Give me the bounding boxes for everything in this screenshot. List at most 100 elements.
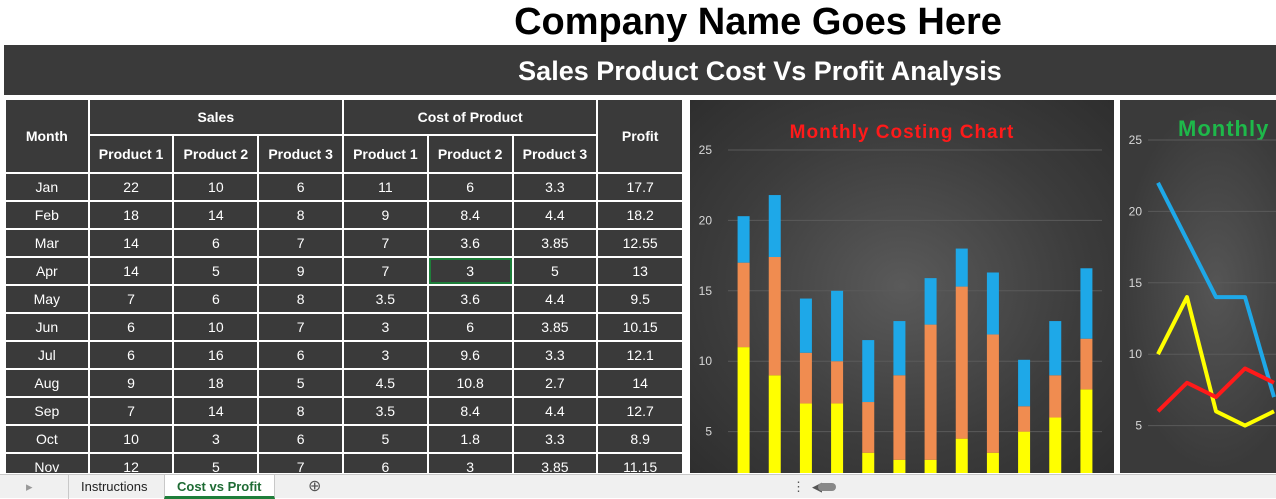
cell-cost-p1[interactable]: 7 (341, 256, 429, 286)
scroll-left-icon[interactable]: ◀ (812, 479, 822, 494)
cell-cost-p3[interactable]: 3.3 (511, 340, 599, 370)
cell-profit[interactable]: 8.9 (596, 424, 684, 454)
cell-sales-p2[interactable]: 6 (172, 284, 260, 314)
tab-cost-vs-profit[interactable]: Cost vs Profit (164, 475, 275, 499)
more-options-icon[interactable]: ⋮ (792, 479, 805, 494)
cost-product-3-header[interactable]: Product 3 (511, 134, 599, 174)
cell-sales-p3[interactable]: 6 (257, 172, 344, 202)
cell-sales-p1[interactable]: 14 (87, 256, 175, 286)
cell-cost-p1[interactable]: 11 (341, 172, 429, 202)
cell-sales-p2[interactable]: 5 (172, 256, 260, 286)
cell-sales-p1[interactable]: 6 (87, 312, 175, 342)
cell-sales-p3[interactable]: 8 (257, 396, 344, 426)
plus-circle-icon[interactable]: ⊕ (308, 478, 322, 495)
cell-profit[interactable]: 17.7 (596, 172, 684, 202)
profit-header[interactable]: Profit (596, 98, 684, 174)
cell-profit[interactable]: 13 (596, 256, 684, 286)
month-header[interactable]: Month (4, 98, 90, 174)
cell-sales-p3[interactable]: 8 (257, 200, 344, 230)
cell-cost-p1[interactable]: 9 (341, 200, 429, 230)
cell-month[interactable]: Aug (4, 368, 90, 398)
cell-cost-p2[interactable]: 3.6 (426, 284, 514, 314)
cell-month[interactable]: Apr (4, 256, 90, 286)
cell-month[interactable]: Sep (4, 396, 90, 426)
cell-sales-p2[interactable]: 5 (172, 452, 260, 473)
sales-product-2-header[interactable]: Product 2 (172, 134, 260, 174)
cell-cost-p1[interactable]: 3.5 (341, 396, 429, 426)
cell-cost-p1[interactable]: 3 (341, 340, 429, 370)
sales-product-1-header[interactable]: Product 1 (87, 134, 175, 174)
cell-sales-p1[interactable]: 6 (87, 340, 175, 370)
triangle-left-icon[interactable]: ▸ (26, 479, 33, 494)
cell-cost-p2[interactable]: 3 (426, 256, 514, 286)
cell-sales-p2[interactable]: 6 (172, 228, 260, 258)
cell-month[interactable]: Nov (4, 452, 90, 473)
cell-cost-p2[interactable]: 8.4 (426, 396, 514, 426)
cell-cost-p1[interactable]: 6 (341, 452, 429, 473)
cell-profit[interactable]: 12.1 (596, 340, 684, 370)
cell-cost-p1[interactable]: 3.5 (341, 284, 429, 314)
monthly-line-chart[interactable]: Monthly 5 10 15 20 25 (1120, 100, 1276, 473)
cell-sales-p3[interactable]: 7 (257, 312, 344, 342)
cell-month[interactable]: Jan (4, 172, 90, 202)
cell-month[interactable]: Jul (4, 340, 90, 370)
cell-sales-p3[interactable]: 8 (257, 284, 344, 314)
sales-product-3-header[interactable]: Product 3 (257, 134, 344, 174)
cell-sales-p3[interactable]: 7 (257, 228, 344, 258)
cell-profit[interactable]: 12.55 (596, 228, 684, 258)
cell-cost-p3[interactable]: 4.4 (511, 396, 599, 426)
cell-cost-p3[interactable]: 3.85 (511, 452, 599, 473)
cell-cost-p1[interactable]: 7 (341, 228, 429, 258)
cell-sales-p1[interactable]: 7 (87, 396, 175, 426)
cell-cost-p3[interactable]: 4.4 (511, 200, 599, 230)
tab-instructions[interactable]: Instructions (68, 475, 159, 499)
cell-sales-p1[interactable]: 12 (87, 452, 175, 473)
cell-cost-p2[interactable]: 10.8 (426, 368, 514, 398)
cell-cost-p2[interactable]: 6 (426, 172, 514, 202)
cell-profit[interactable]: 12.7 (596, 396, 684, 426)
cell-cost-p1[interactable]: 3 (341, 312, 429, 342)
cell-profit[interactable]: 18.2 (596, 200, 684, 230)
cell-profit[interactable]: 10.15 (596, 312, 684, 342)
cell-sales-p2[interactable]: 14 (172, 200, 260, 230)
cell-sales-p1[interactable]: 14 (87, 228, 175, 258)
cell-cost-p2[interactable]: 9.6 (426, 340, 514, 370)
cell-sales-p3[interactable]: 6 (257, 424, 344, 454)
cell-cost-p2[interactable]: 8.4 (426, 200, 514, 230)
cell-month[interactable]: Jun (4, 312, 90, 342)
cell-cost-p2[interactable]: 6 (426, 312, 514, 342)
cell-cost-p2[interactable]: 3 (426, 452, 514, 473)
cell-month[interactable]: May (4, 284, 90, 314)
cost-header[interactable]: Cost of Product (341, 98, 599, 136)
cell-month[interactable]: Feb (4, 200, 90, 230)
cell-cost-p3[interactable]: 3.3 (511, 424, 599, 454)
cell-sales-p1[interactable]: 9 (87, 368, 175, 398)
cell-sales-p1[interactable]: 10 (87, 424, 175, 454)
cell-cost-p3[interactable]: 3.85 (511, 228, 599, 258)
cell-sales-p3[interactable]: 5 (257, 368, 344, 398)
cell-sales-p2[interactable]: 16 (172, 340, 260, 370)
cell-sales-p2[interactable]: 10 (172, 172, 260, 202)
cell-month[interactable]: Oct (4, 424, 90, 454)
cell-sales-p1[interactable]: 7 (87, 284, 175, 314)
cost-product-1-header[interactable]: Product 1 (341, 134, 429, 174)
cell-sales-p1[interactable]: 22 (87, 172, 175, 202)
cell-sales-p2[interactable]: 3 (172, 424, 260, 454)
cost-product-2-header[interactable]: Product 2 (426, 134, 514, 174)
cell-sales-p3[interactable]: 7 (257, 452, 344, 473)
cell-cost-p1[interactable]: 5 (341, 424, 429, 454)
cell-sales-p3[interactable]: 6 (257, 340, 344, 370)
sales-header[interactable]: Sales (87, 98, 344, 136)
cell-profit[interactable]: 11.15 (596, 452, 684, 473)
cell-cost-p3[interactable]: 2.7 (511, 368, 599, 398)
cell-profit[interactable]: 9.5 (596, 284, 684, 314)
cell-profit[interactable]: 14 (596, 368, 684, 398)
cell-cost-p3[interactable]: 3.85 (511, 312, 599, 342)
horizontal-scrollbar[interactable] (818, 483, 836, 491)
cell-cost-p3[interactable]: 4.4 (511, 284, 599, 314)
cell-cost-p2[interactable]: 1.8 (426, 424, 514, 454)
cell-cost-p3[interactable]: 3.3 (511, 172, 599, 202)
cell-sales-p2[interactable]: 14 (172, 396, 260, 426)
cell-month[interactable]: Mar (4, 228, 90, 258)
cell-sales-p2[interactable]: 18 (172, 368, 260, 398)
